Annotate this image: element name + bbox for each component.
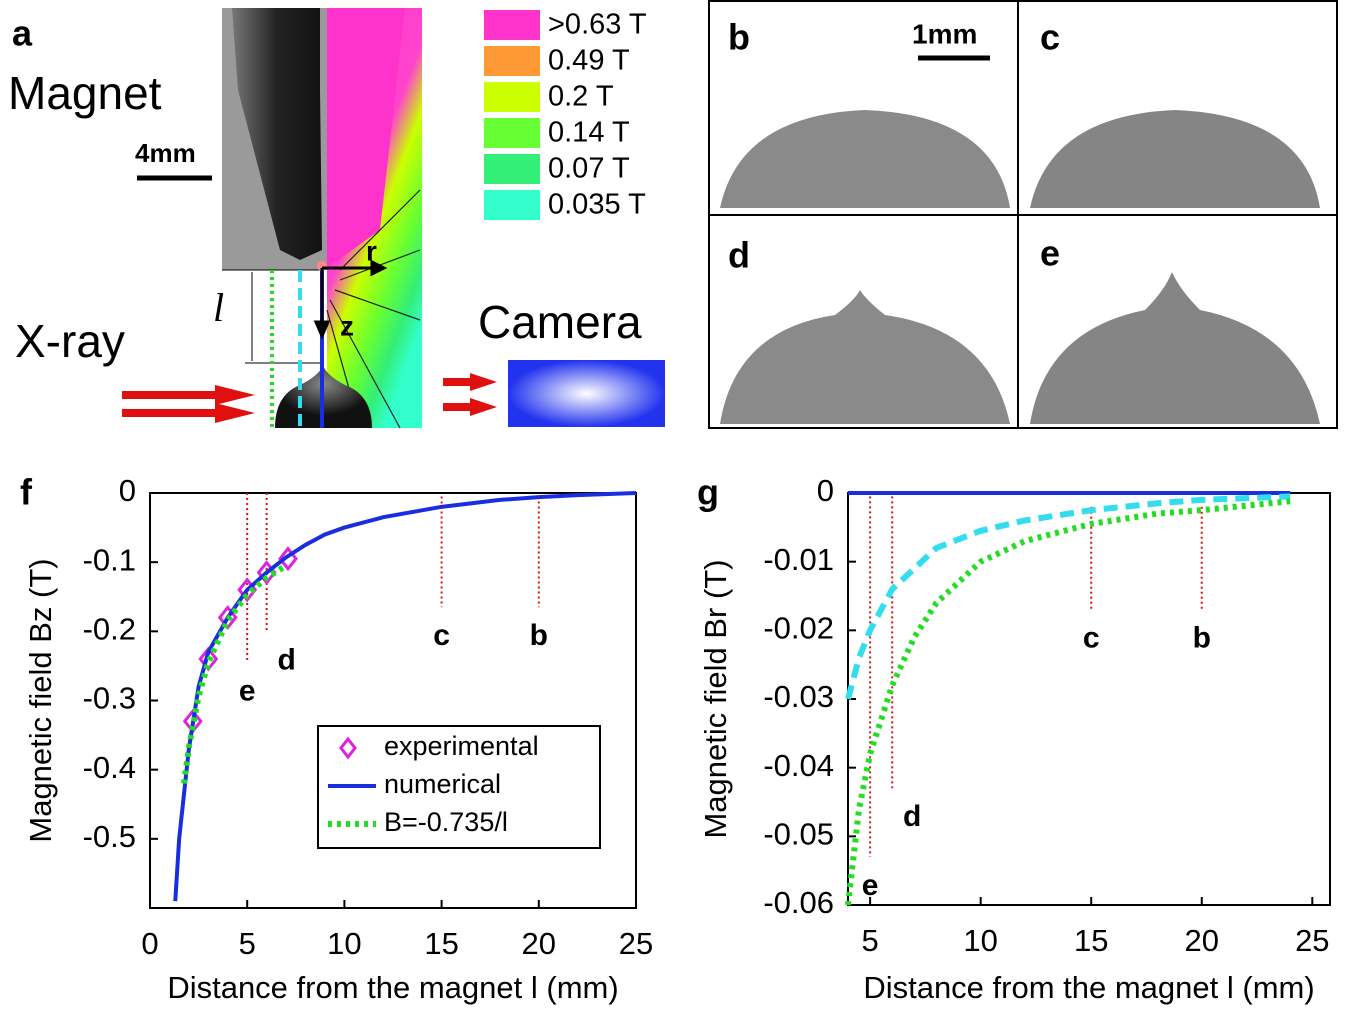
label: l — [213, 285, 224, 330]
x-axis-label: Distance from the magnet l (mm) — [863, 970, 1314, 1005]
y-tick-label: -0.3 — [83, 681, 136, 716]
marker-label: b — [1193, 622, 1211, 655]
legend-label: 0.07 T — [548, 153, 630, 185]
marker-label: d — [277, 643, 295, 676]
drop-image — [720, 110, 1010, 208]
beam — [443, 378, 475, 411]
field-core — [327, 8, 405, 268]
x-axis-label: Distance from the magnet l (mm) — [167, 970, 618, 1005]
xray-arrow — [215, 385, 255, 423]
y-axis-label: Magnetic field Bz (T) — [23, 558, 58, 842]
xray-beam — [122, 391, 225, 417]
drop-image — [1030, 272, 1320, 424]
x-tick-label: 5 — [861, 923, 878, 958]
marker-label: d — [903, 800, 921, 833]
marker-label: c — [1083, 622, 1100, 655]
marker-label: e — [239, 674, 256, 707]
x-tick-label: 10 — [963, 923, 997, 958]
legend-swatch — [484, 46, 540, 76]
panel-a: a Magnet 4mm X-ray l r z Camera — [8, 8, 665, 429]
y-tick-label: -0.05 — [763, 817, 834, 852]
y-tick-label: 0 — [119, 473, 136, 508]
y-tick-label: -0.01 — [763, 542, 834, 577]
y-tick-label: -0.02 — [763, 611, 834, 646]
panel-label: g — [697, 472, 719, 513]
series-line — [845, 493, 1291, 700]
y-tick-label: -0.04 — [763, 748, 834, 783]
x-tick-label: 10 — [327, 926, 361, 961]
drop-image — [1030, 110, 1320, 208]
legend-swatch — [484, 118, 540, 148]
legend-label: experimental — [384, 731, 539, 761]
legend-swatch — [484, 82, 540, 112]
panel-label: d — [728, 235, 750, 276]
x-tick-label: 15 — [424, 926, 458, 961]
legend-label: 0.49 T — [548, 45, 630, 77]
x-tick-label: 20 — [1185, 923, 1219, 958]
series-line — [181, 563, 288, 784]
x-tick-label: 25 — [619, 926, 653, 961]
y-tick-label: -0.2 — [83, 612, 136, 647]
panel-label: b — [728, 17, 750, 58]
marker-label: c — [433, 619, 450, 652]
series-line — [845, 498, 1291, 906]
series-line — [173, 491, 637, 902]
scale-label: 1mm — [912, 18, 977, 49]
beam-arrow — [470, 373, 497, 416]
y-tick-label: -0.5 — [83, 819, 136, 854]
legend-swatch — [484, 10, 540, 40]
legend-label: 0.035 T — [548, 189, 646, 221]
panel-label: e — [1040, 233, 1060, 274]
x-tick-label: 15 — [1074, 923, 1108, 958]
legend-swatch — [484, 190, 540, 220]
axes-arrows — [313, 259, 388, 340]
image-panels: 1mm b c d e — [708, 0, 1338, 429]
data-point — [217, 605, 238, 630]
panel-label: a — [12, 13, 33, 54]
panel-label: c — [1040, 17, 1060, 58]
x-tick-label: 5 — [239, 926, 256, 961]
legend-label: B=-0.735/l — [384, 807, 508, 837]
y-tick-label: 0 — [817, 473, 834, 508]
label: r — [366, 235, 377, 266]
drop-image — [720, 290, 1010, 424]
magnet — [232, 8, 322, 260]
label: Camera — [478, 296, 642, 348]
marker-label: b — [530, 619, 548, 652]
y-tick-label: -0.03 — [763, 679, 834, 714]
legend-symbol — [339, 736, 357, 760]
y-axis-label: Magnetic field Br (T) — [698, 559, 733, 838]
legend-label: >0.63 T — [548, 9, 647, 41]
camera — [508, 360, 665, 427]
x-tick-label: 0 — [141, 926, 158, 961]
legend-label: 0.2 T — [548, 81, 614, 113]
scale-label: 4mm — [135, 138, 196, 168]
legend-label: numerical — [384, 769, 501, 799]
label: Magnet — [8, 67, 162, 119]
y-tick-label: -0.1 — [83, 542, 136, 577]
y-tick-label: -0.06 — [763, 885, 834, 920]
x-tick-label: 25 — [1295, 923, 1329, 958]
y-tick-label: -0.4 — [83, 750, 136, 785]
marker-label: e — [862, 869, 879, 902]
label: X-ray — [15, 315, 125, 367]
label: z — [340, 310, 354, 341]
x-tick-label: 20 — [522, 926, 556, 961]
legend-swatch — [484, 154, 540, 184]
panel-label: f — [20, 472, 33, 513]
plot-area — [847, 492, 1331, 906]
legend-label: 0.14 T — [548, 117, 630, 149]
data-point — [278, 546, 298, 572]
